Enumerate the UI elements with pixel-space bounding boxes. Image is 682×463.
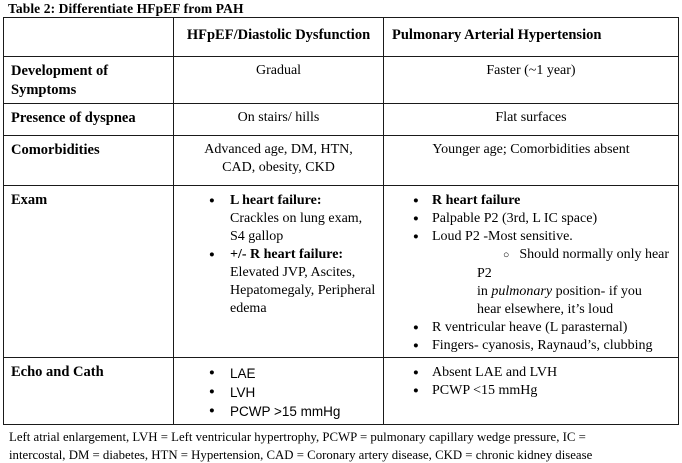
bullet-icon: ● bbox=[413, 323, 419, 333]
text-segment: position- if you bbox=[552, 284, 642, 299]
comparison-table: HFpEF/Diastolic Dysfunction Pulmonary Ar… bbox=[3, 17, 679, 425]
header-row: HFpEF/Diastolic Dysfunction Pulmonary Ar… bbox=[3, 17, 679, 57]
bullet-item: ● Fingers- cyanosis, Raynaud’s, clubbing bbox=[413, 337, 674, 355]
bullet-text: Palpable P2 (3rd, L IC space) bbox=[432, 210, 674, 228]
abbreviation-footnote: Left atrial enlargement, LVH = Left vent… bbox=[9, 429, 677, 463]
text-segment: Should normally only hear P2 bbox=[477, 247, 670, 281]
hfpef-value: Advanced age, DM, HTN, CAD, obesity, CKD bbox=[173, 135, 384, 186]
row-label: Echo and Cath bbox=[3, 357, 174, 425]
bullet-icon: ● bbox=[413, 232, 419, 242]
bullet-item: ● R heart failure bbox=[413, 192, 674, 210]
pah-echo-bullet-list: ● Absent LAE and LVH ● PCWP <15 mmHg bbox=[383, 357, 679, 425]
row-exam: Exam ● L heart failure: Crackles on lung e… bbox=[3, 185, 679, 358]
text-segment: Fingers- cyanosis, Raynaud’s, clubbing bbox=[432, 338, 653, 353]
bullet-item: ● LVH bbox=[208, 383, 379, 402]
bullet-item: ● PCWP <15 mmHg bbox=[413, 382, 674, 400]
pah-value: Faster (~1 year) bbox=[383, 56, 679, 104]
row-label: Comorbidities bbox=[3, 135, 174, 186]
text-segment: PCWP <15 mmHg bbox=[432, 383, 538, 398]
text-segment: Crackles on lung exam, S4 gallop bbox=[230, 211, 363, 244]
row-comorbidities: Comorbidities Advanced age, DM, HTN, CAD… bbox=[3, 135, 679, 186]
bullet-text: Absent LAE and LVH bbox=[432, 364, 674, 382]
footnote-line: intercostal, DM = diabetes, HTN = Hypert… bbox=[9, 447, 593, 462]
header-empty-cell bbox=[3, 17, 174, 57]
bullet-text: R heart failure bbox=[432, 192, 674, 210]
bullet-text: PCWP <15 mmHg bbox=[432, 382, 674, 400]
row-label: Presence of dyspnea bbox=[3, 103, 174, 136]
bullet-icon: ● bbox=[209, 405, 215, 416]
bullet-item: ● LAE bbox=[208, 364, 379, 383]
bullet-text: Fingers- cyanosis, Raynaud’s, clubbing bbox=[432, 337, 674, 355]
sub-bullet-item: ○ Should normally only hear P2 in pulmonar… bbox=[477, 246, 674, 319]
text-segment: +/- R heart failure: bbox=[230, 247, 344, 262]
text-segment: R heart failure bbox=[432, 193, 521, 208]
text-segment: Palpable P2 (3rd, L IC space) bbox=[432, 211, 598, 226]
bullet-item: ● Palpable P2 (3rd, L IC space) bbox=[413, 210, 674, 228]
text-segment: PCWP >15 mmHg bbox=[230, 404, 341, 419]
bullet-item: ● L heart failure: Crackles on lung exam, … bbox=[208, 192, 379, 246]
bullet-item: ● PCWP >15 mmHg bbox=[208, 402, 379, 421]
bullet-text: R ventricular heave (L parasternal) bbox=[432, 319, 674, 337]
bullet-icon: ● bbox=[209, 367, 215, 378]
pah-value: Younger age; Comorbidities absent bbox=[383, 135, 679, 186]
text-segment: hear elsewhere, it’s loud bbox=[477, 302, 614, 317]
sub-bullet-icon: ○ bbox=[503, 250, 510, 261]
row-label: Exam bbox=[3, 185, 174, 358]
text-segment: L heart failure: bbox=[230, 193, 322, 208]
bullet-icon: ● bbox=[209, 386, 215, 397]
row-echo-and-cath: Echo and Cath ● LAE ● LVH ● PCWP >15 mmHg ● Ab… bbox=[3, 357, 679, 425]
hfpef-exam-bullet-list: ● L heart failure: Crackles on lung exam, … bbox=[173, 185, 384, 358]
text-segment: Absent LAE and LVH bbox=[432, 365, 558, 380]
text-segment: LVH bbox=[230, 385, 256, 400]
bullet-icon: ● bbox=[209, 250, 215, 260]
bullet-icon: ● bbox=[413, 341, 419, 351]
bullet-text: +/- R heart failure: Elevated JVP, Ascite… bbox=[230, 246, 379, 318]
bullet-icon: ● bbox=[413, 386, 419, 396]
hfpef-echo-bullet-list: ● LAE ● LVH ● PCWP >15 mmHg bbox=[173, 357, 384, 425]
hfpef-value: Gradual bbox=[173, 56, 384, 104]
table-title: Table 2: Differentiate HFpEF from PAH bbox=[8, 1, 244, 16]
header-pah: Pulmonary Arterial Hypertension bbox=[383, 17, 679, 57]
pah-exam-bullet-list: ● R heart failure ● Palpable P2 (3rd, L IC … bbox=[383, 185, 679, 358]
bullet-item: ● Absent LAE and LVH bbox=[413, 364, 674, 382]
bullet-icon: ● bbox=[413, 196, 419, 206]
bullet-text: LVH bbox=[230, 383, 379, 402]
text-segment: in bbox=[477, 284, 492, 299]
bullet-text: Loud P2 -Most sensitive. bbox=[432, 228, 674, 246]
pah-value: Flat surfaces bbox=[383, 103, 679, 136]
bullet-item: ● Loud P2 -Most sensitive. bbox=[413, 228, 674, 246]
text-segment: R ventricular heave (L parasternal) bbox=[432, 320, 628, 335]
text-segment: Loud P2 -Most sensitive. bbox=[432, 229, 573, 244]
hfpef-value: On stairs/ hills bbox=[173, 103, 384, 136]
text-segment: pulmonary bbox=[491, 284, 553, 299]
row-label: Development of Symptoms bbox=[3, 56, 174, 104]
row-presence-of-dyspnea: Presence of dyspnea On stairs/ hills Fla… bbox=[3, 103, 679, 136]
bullet-icon: ● bbox=[413, 368, 419, 378]
bullet-icon: ● bbox=[209, 196, 215, 206]
row-development-of-symptoms: Development of Symptoms Gradual Faster (… bbox=[3, 56, 679, 104]
text-segment: LAE bbox=[230, 366, 256, 381]
bullet-text: PCWP >15 mmHg bbox=[230, 402, 379, 421]
bullet-text: L heart failure: Crackles on lung exam, S… bbox=[230, 192, 379, 246]
bullet-item: ● R ventricular heave (L parasternal) bbox=[413, 319, 674, 337]
footnote-line: Left atrial enlargement, LVH = Left vent… bbox=[9, 430, 586, 444]
bullet-icon: ● bbox=[413, 214, 419, 224]
bullet-item: ● +/- R heart failure: Elevated JVP, Ascit… bbox=[208, 246, 379, 318]
text-segment: Elevated JVP, Ascites, Hepatomegaly, Per… bbox=[230, 265, 376, 316]
bullet-text: LAE bbox=[230, 364, 379, 383]
header-hfpef: HFpEF/Diastolic Dysfunction bbox=[173, 17, 384, 57]
